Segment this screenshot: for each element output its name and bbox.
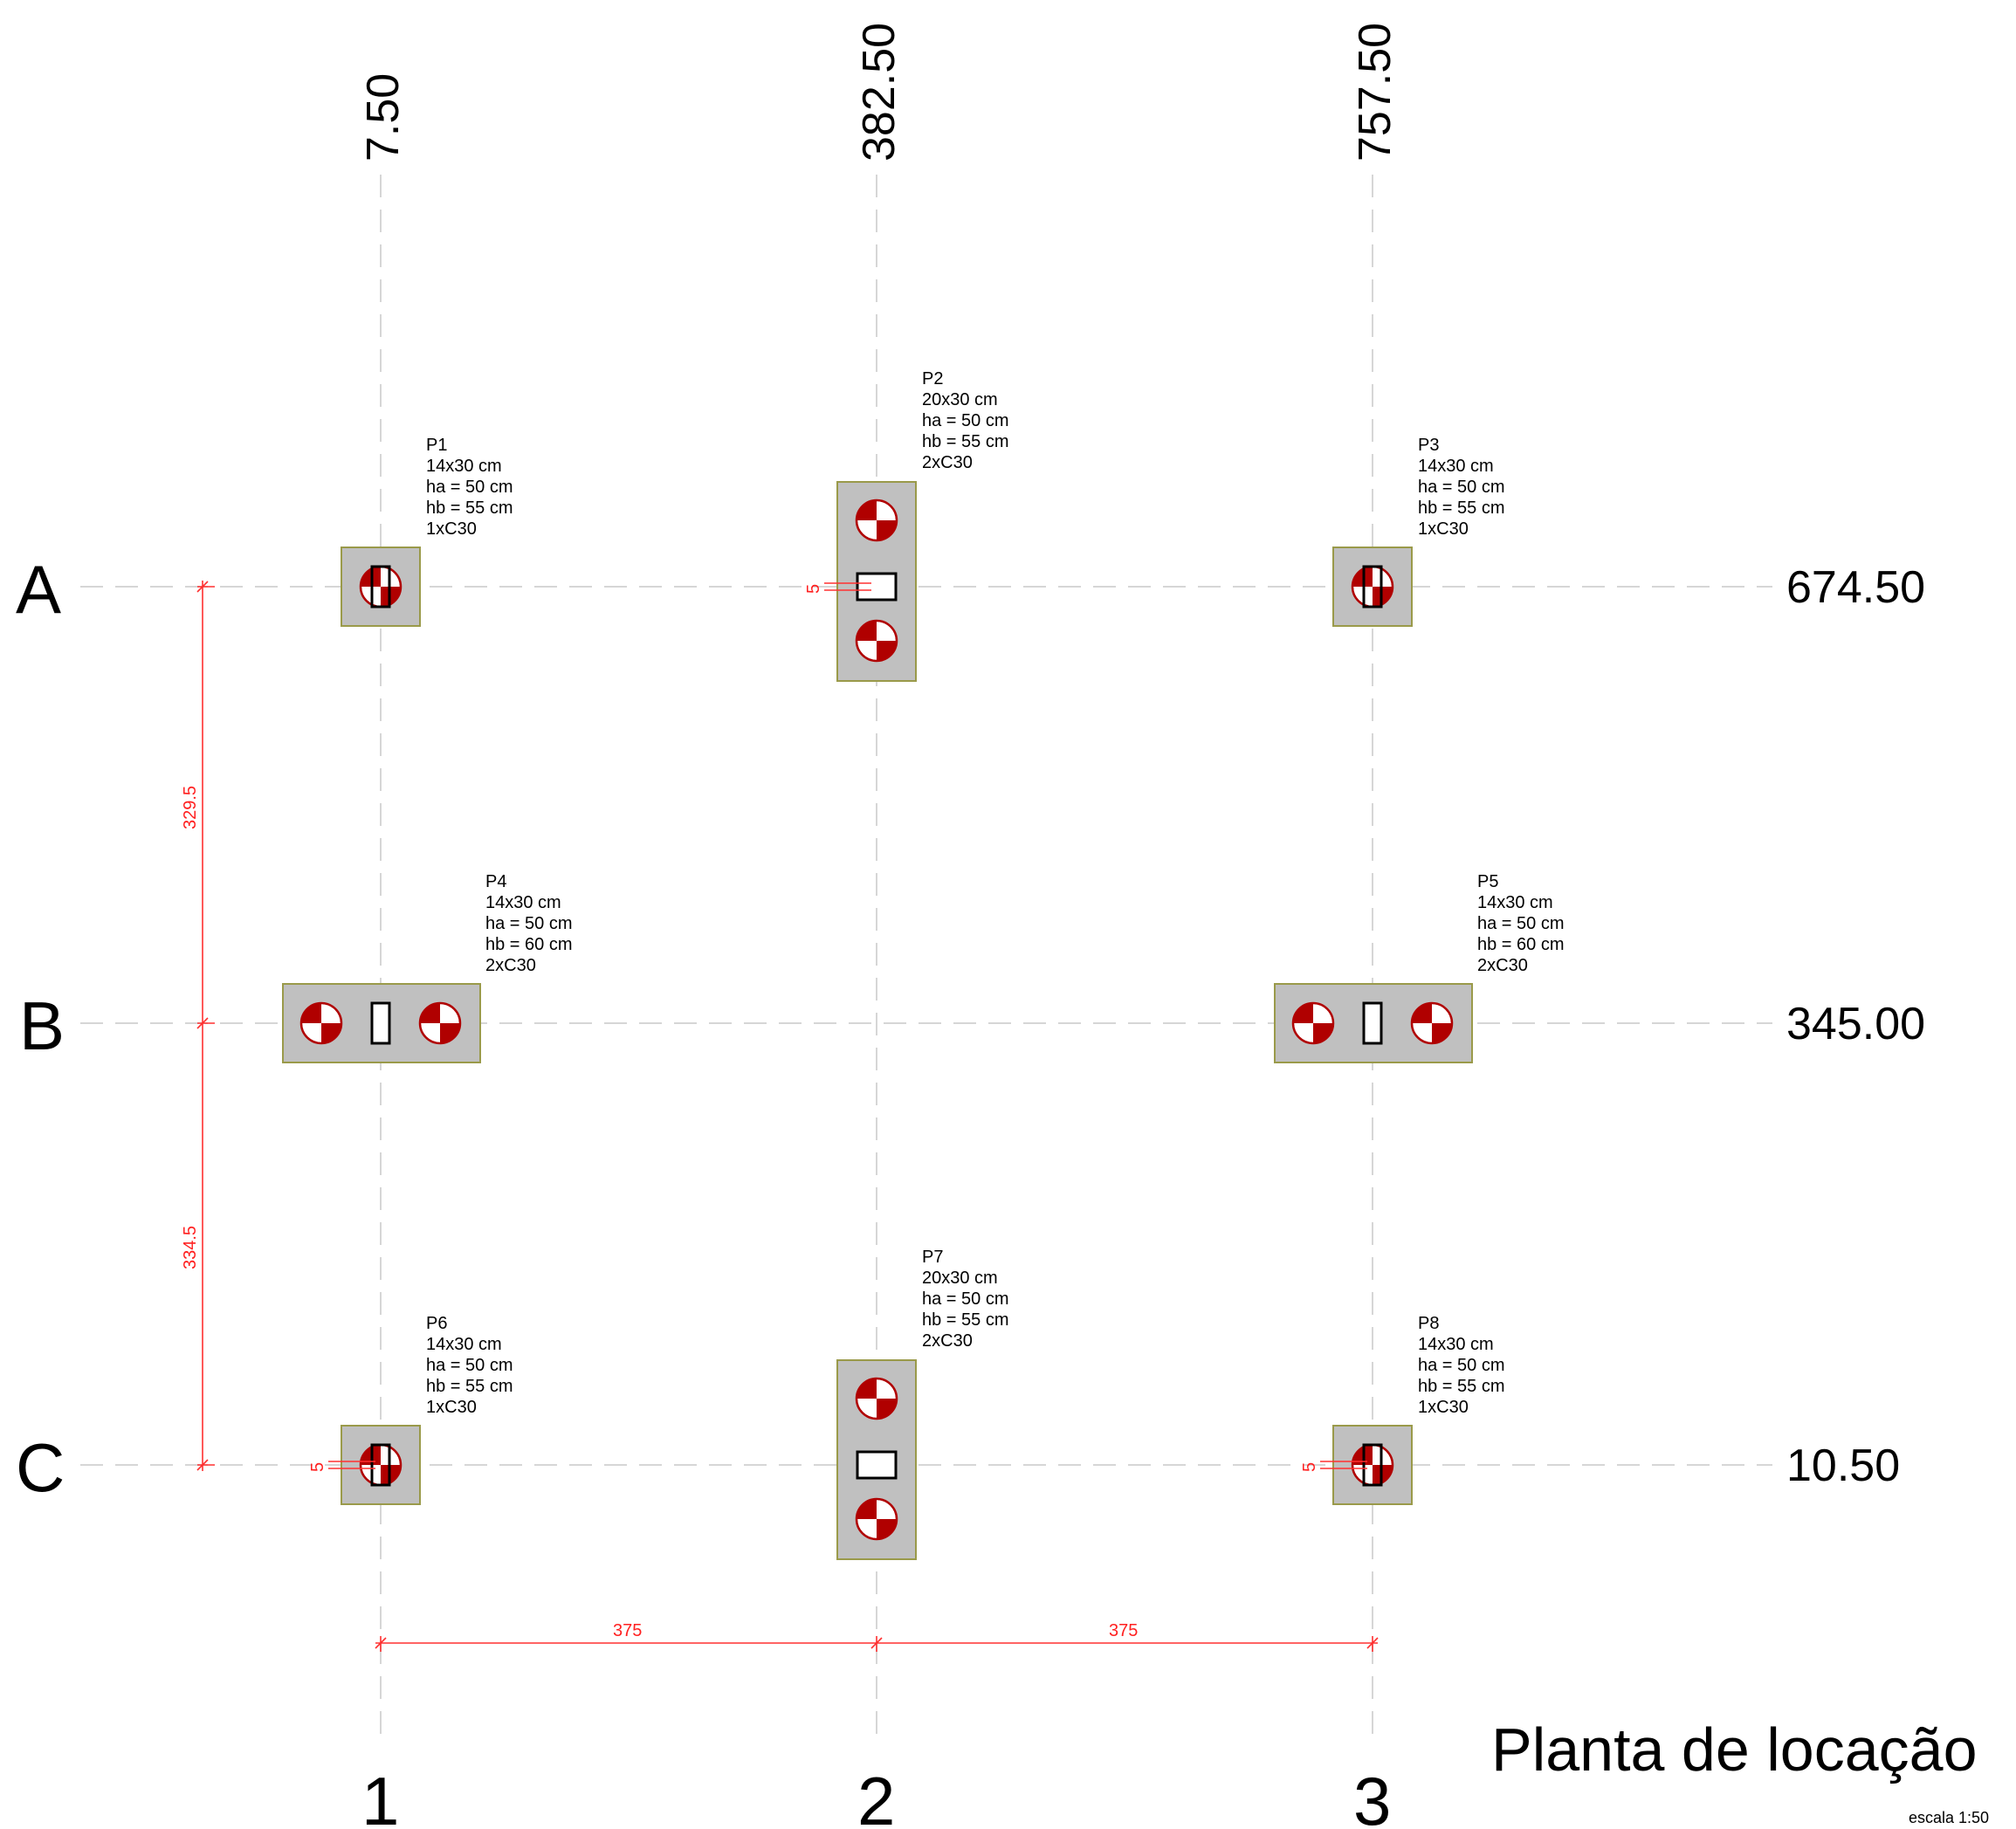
pillar-dimensions: 14x30 cm	[1477, 893, 1553, 912]
column-label-2: 2	[857, 1763, 895, 1829]
pillar-ha: ha = 50 cm	[1418, 1356, 1505, 1375]
pillar-hb: hb = 55 cm	[426, 1377, 513, 1396]
row-a-coordinate: 674.50	[1786, 562, 1925, 613]
pile-marker-right	[1410, 1001, 1454, 1045]
pillar-name: P8	[1418, 1314, 1439, 1333]
pillar-hb: hb = 55 cm	[1418, 1377, 1505, 1396]
offset-dimension: 5	[1300, 1462, 1319, 1472]
row-label-b: B	[19, 987, 65, 1064]
pillar-ha: ha = 50 cm	[1418, 478, 1505, 497]
pillar-p8[interactable]: 5 P8 14x30 cm ha = 50 cm hb = 55 cm 1xC30	[1300, 1314, 1505, 1505]
column-label-1: 1	[361, 1763, 399, 1829]
pillar-name: P5	[1477, 872, 1498, 891]
row-b-coordinate: 345.00	[1786, 999, 1925, 1049]
pillar-piles: 1xC30	[1418, 1398, 1469, 1417]
pile-cap	[341, 547, 421, 627]
row-c-coordinate: 10.50	[1786, 1441, 1900, 1491]
pillar-hb: hb = 55 cm	[426, 499, 513, 518]
pillar-ha: ha = 50 cm	[922, 411, 1009, 430]
pillar-dimensions: 14x30 cm	[1418, 457, 1494, 476]
column-1-coordinate: 7.50	[358, 73, 409, 162]
dimension-a-b: 329.5	[181, 786, 200, 829]
horizontal-dimension-chain: 375 375	[375, 1621, 1379, 1652]
pile-marker-top	[855, 1377, 898, 1420]
column-label-3: 3	[1353, 1763, 1391, 1829]
pillar-piles: 1xC30	[1418, 519, 1469, 539]
pillar-piles: 2xC30	[485, 956, 536, 975]
offset-dimension: 5	[804, 584, 823, 594]
pillar-p4[interactable]: P4 14x30 cm ha = 50 cm hb = 60 cm 2xC30	[282, 872, 573, 1063]
pillar-ha: ha = 50 cm	[485, 914, 573, 933]
column-3-coordinate: 757.50	[1350, 23, 1400, 162]
pillar-name: P3	[1418, 436, 1439, 455]
vertical-dimension-chain: 329.5 334.5	[181, 581, 215, 1471]
pillar-name: P6	[426, 1314, 447, 1333]
pillar-hb: hb = 55 cm	[922, 432, 1009, 451]
pillar-dimensions: 14x30 cm	[1418, 1335, 1494, 1354]
pillar-name: P4	[485, 872, 506, 891]
row-label-c: C	[16, 1429, 65, 1506]
pillar-section	[856, 572, 898, 602]
pillar-piles: 1xC30	[426, 1398, 477, 1417]
pillar-hb: hb = 55 cm	[1418, 499, 1505, 518]
pillar-piles: 2xC30	[922, 453, 973, 472]
pillar-dimensions: 14x30 cm	[485, 893, 561, 912]
pile-marker-bottom	[855, 619, 898, 663]
pillar-name: P2	[922, 369, 943, 388]
pile-marker-left	[299, 1001, 343, 1045]
drawing-title: Planta de locação	[1491, 1716, 1978, 1784]
dimension-2-3: 375	[1109, 1621, 1138, 1640]
column-2-coordinate: 382.50	[854, 23, 905, 162]
pillar-p6[interactable]: 5 P6 14x30 cm ha = 50 cm hb = 55 cm 1xC30	[308, 1314, 513, 1505]
pillar-p2[interactable]: 5 P2 20x30 cm ha = 50 cm hb = 55 cm 2xC30	[804, 369, 1009, 682]
pillar-piles: 1xC30	[426, 519, 477, 539]
pillar-section	[1362, 1443, 1383, 1487]
pillar-dimensions: 20x30 cm	[922, 1269, 998, 1288]
pillar-name: P1	[426, 436, 447, 455]
pillar-dimensions: 14x30 cm	[426, 1335, 502, 1354]
row-label-a: A	[16, 551, 61, 628]
pillar-section	[370, 1443, 391, 1487]
pillar-section	[370, 1001, 391, 1045]
pillar-ha: ha = 50 cm	[922, 1289, 1009, 1309]
pillar-dimensions: 14x30 cm	[426, 457, 502, 476]
pile-marker-right	[418, 1001, 462, 1045]
pillar-ha: ha = 50 cm	[426, 478, 513, 497]
pillar-piles: 2xC30	[1477, 956, 1528, 975]
pillar-ha: ha = 50 cm	[1477, 914, 1565, 933]
pile-marker-left	[1291, 1001, 1335, 1045]
pile-marker-top	[855, 499, 898, 542]
pillar-section	[1362, 1001, 1383, 1045]
drawing-scale: escala 1:50	[1909, 1809, 1989, 1826]
pillar-ha: ha = 50 cm	[426, 1356, 513, 1375]
dimension-1-2: 375	[613, 1621, 642, 1640]
pillar-section	[856, 1450, 898, 1480]
pillar-p5[interactable]: P5 14x30 cm ha = 50 cm hb = 60 cm 2xC30	[1274, 872, 1565, 1063]
pile-marker-bottom	[855, 1497, 898, 1541]
pillar-section	[370, 565, 391, 609]
pillar-hb: hb = 55 cm	[922, 1310, 1009, 1330]
dimension-b-c: 334.5	[181, 1226, 200, 1269]
pillar-piles: 2xC30	[922, 1331, 973, 1351]
pillar-section	[1362, 565, 1383, 609]
offset-dimension: 5	[308, 1462, 327, 1472]
pillar-hb: hb = 60 cm	[485, 935, 573, 954]
pillar-dimensions: 20x30 cm	[922, 390, 998, 409]
pillar-hb: hb = 60 cm	[1477, 935, 1565, 954]
pile-cap	[1332, 547, 1413, 627]
pillar-name: P7	[922, 1248, 943, 1267]
